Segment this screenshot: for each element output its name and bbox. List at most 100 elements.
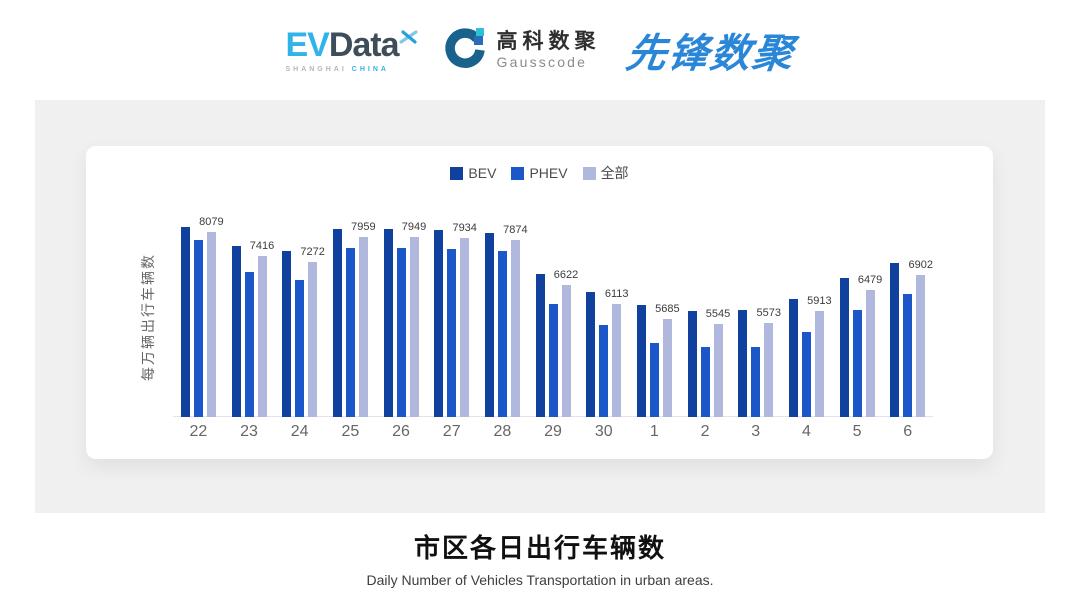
bar-group: 5913 4 — [781, 217, 832, 440]
bar-PHEV — [396, 248, 406, 417]
bar-PHEV — [548, 304, 558, 417]
x-tick-label: 29 — [544, 423, 562, 440]
x-tick-label: 3 — [751, 423, 761, 440]
evdata-shanghai-text: SHANGHAI — [285, 65, 347, 73]
bar-BEV — [282, 251, 292, 417]
bar-group: 5685 1 — [629, 217, 680, 440]
legend-item-PHEV[interactable]: PHEV — [511, 165, 568, 181]
bar-group: 6622 29 — [528, 217, 579, 440]
bar-group: 5545 2 — [680, 217, 731, 440]
legend-swatch-icon — [582, 166, 596, 180]
bar-PHEV — [497, 251, 507, 417]
bar-BEV — [839, 278, 849, 417]
evdata-china-text: CHINA — [351, 65, 389, 73]
gausscode-cn-text: 高科数聚 — [496, 29, 601, 53]
chart-panel: BEV PHEV 全部 每万辆出行车辆数 8079 22 7416 23 7272 24 795… — [35, 100, 1045, 513]
bar-全部 — [713, 324, 723, 417]
bar-PHEV — [345, 248, 355, 417]
evdata-wordmark: EVData — [285, 25, 418, 64]
value-label: 6622 — [553, 269, 579, 281]
x-tick-label: 1 — [649, 423, 659, 440]
x-tick-label: 23 — [240, 423, 258, 440]
evdata-data-text: Data — [328, 25, 400, 64]
legend-swatch-icon — [450, 166, 464, 180]
chart-title: 市区各日出行车辆数 — [413, 533, 666, 563]
x-tick-label: 25 — [341, 423, 360, 440]
value-label: 7949 — [401, 221, 427, 233]
bar-group: 6479 5 — [832, 217, 883, 440]
value-label: 7416 — [249, 240, 275, 252]
gausscode-logo: 高科数聚 Gausscode — [443, 26, 601, 75]
bar-PHEV — [852, 310, 862, 417]
bar-全部 — [206, 232, 216, 417]
x-tick-label: 28 — [493, 423, 512, 440]
x-tick-label: 2 — [700, 423, 710, 440]
value-label: 5545 — [705, 308, 731, 320]
bar-group: 6902 6 — [882, 217, 933, 440]
bar-PHEV — [599, 325, 609, 417]
bar-group: 7934 27 — [426, 217, 477, 440]
bar-全部 — [460, 238, 470, 417]
legend: BEV PHEV 全部 — [86, 163, 993, 183]
legend-swatch-icon — [511, 166, 525, 180]
bar-BEV — [636, 305, 646, 417]
bar-group: 5573 3 — [730, 217, 781, 440]
x-tick-label: 5 — [852, 423, 862, 440]
value-label: 7874 — [503, 224, 528, 236]
bar-全部 — [814, 311, 824, 417]
bar-PHEV — [751, 347, 761, 417]
bar-PHEV — [903, 294, 913, 417]
bar-全部 — [916, 275, 926, 417]
chart-card: BEV PHEV 全部 每万辆出行车辆数 8079 22 7416 23 7272 24 795… — [86, 146, 993, 459]
evdata-subtext: SHANGHAI CHINA — [285, 66, 388, 73]
chart-subtitle: Daily Number of Vehicles Transportation … — [366, 572, 714, 588]
bar-chart-plot: 8079 22 7416 23 7272 24 7959 25 7949 26 7934 27 7874… — [173, 216, 933, 440]
x-tick-label: 24 — [290, 423, 309, 440]
gausscode-mark-icon — [443, 26, 487, 75]
bar-BEV — [231, 246, 241, 417]
bar-BEV — [890, 263, 900, 417]
y-axis-label: 每万辆出行车辆数 — [140, 253, 156, 381]
bar-group: 7949 26 — [376, 217, 427, 440]
bar-全部 — [612, 304, 622, 417]
value-label: 5685 — [655, 303, 680, 315]
gausscode-en-text: Gausscode — [496, 54, 588, 71]
legend-label: PHEV — [529, 165, 568, 181]
bar-全部 — [865, 290, 875, 417]
bar-PHEV — [700, 347, 710, 417]
bar-全部 — [662, 319, 672, 417]
value-label: 5573 — [756, 307, 781, 319]
footer: 市区各日出行车辆数 Daily Number of Vehicles Trans… — [0, 528, 1080, 588]
bar-全部 — [764, 323, 774, 417]
bar-PHEV — [295, 280, 305, 417]
header: EVData SHANGHAI CHINA — [0, 0, 1080, 100]
bar-group: 7959 25 — [325, 217, 376, 440]
x-tick-label: 22 — [189, 423, 208, 440]
legend-item-全部[interactable]: 全部 — [582, 163, 629, 183]
bar-全部 — [561, 285, 571, 417]
xianfeng-logo: 先锋数聚 — [622, 32, 798, 76]
value-label: 6902 — [908, 259, 933, 271]
bar-group: 8079 22 — [173, 216, 224, 440]
x-tick-label: 4 — [801, 423, 811, 440]
bar-全部 — [308, 262, 318, 417]
sparkle-icon — [398, 20, 419, 54]
x-tick-label: 26 — [392, 423, 410, 440]
bar-全部 — [510, 240, 520, 417]
bar-group: 6113 30 — [578, 217, 629, 440]
bar-全部 — [409, 237, 419, 417]
bar-BEV — [586, 292, 596, 417]
bar-BEV — [383, 229, 393, 417]
bar-BEV — [738, 310, 748, 417]
bar-BEV — [788, 299, 798, 417]
legend-item-BEV[interactable]: BEV — [450, 165, 496, 181]
value-label: 7934 — [452, 222, 477, 234]
bar-BEV — [687, 311, 697, 417]
x-tick-label: 27 — [442, 423, 461, 440]
evdata-logo: EVData SHANGHAI CHINA — [285, 25, 418, 73]
value-label: 6479 — [857, 274, 883, 286]
bar-PHEV — [193, 240, 203, 417]
value-label: 8079 — [199, 216, 224, 228]
legend-label: 全部 — [600, 165, 629, 181]
